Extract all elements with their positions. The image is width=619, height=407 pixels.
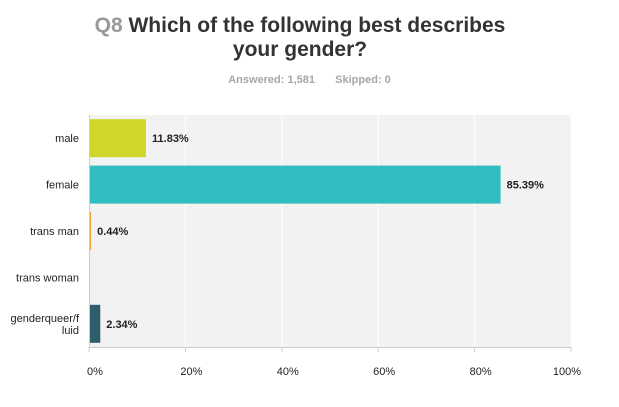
x-tick-label: 80%	[470, 366, 492, 378]
category-label: genderqueer/f luid	[11, 313, 80, 337]
skipped-count: 0	[384, 74, 391, 86]
question-text: Which of the following best describes yo…	[128, 14, 506, 61]
category-label: male	[55, 133, 79, 145]
bar-genderqueer-fluid	[89, 304, 101, 343]
response-stats: Answered: 1,581 Skipped: 0	[0, 74, 619, 86]
question-number: Q8	[94, 14, 123, 37]
gridlines	[184, 115, 572, 347]
value-label: 2.34%	[106, 319, 137, 331]
x-tick-label: 20%	[180, 366, 202, 378]
x-tick-label: 100%	[553, 366, 581, 378]
category-label: trans woman	[16, 272, 79, 284]
x-tick-label: 40%	[277, 366, 299, 378]
skipped-label: Skipped:	[335, 74, 382, 86]
bar-female	[89, 165, 501, 204]
bar-trans-man	[89, 212, 92, 250]
chart-title: Q8 Which of the following best describes…	[80, 14, 520, 62]
bars	[89, 119, 501, 343]
value-label: 85.39%	[507, 180, 545, 192]
value-label: 11.83%	[152, 133, 189, 145]
answered-label: Answered:	[228, 74, 285, 86]
bar-male	[89, 119, 147, 158]
x-tick-label: 60%	[373, 366, 395, 378]
value-label: 0.44%	[97, 226, 128, 238]
answered-count: 1,581	[287, 74, 316, 86]
value-labels: 11.83% 85.39% 0.44% 2.34%	[97, 133, 544, 331]
category-label: female	[46, 180, 79, 192]
category-labels: male female trans man trans woman genderquee…	[11, 133, 80, 337]
category-label: trans man	[30, 226, 79, 238]
plot-area	[89, 115, 571, 347]
x-tick-label: 0%	[87, 366, 103, 378]
x-axis: 0% 20% 40% 60% 80% 100%	[87, 115, 581, 378]
